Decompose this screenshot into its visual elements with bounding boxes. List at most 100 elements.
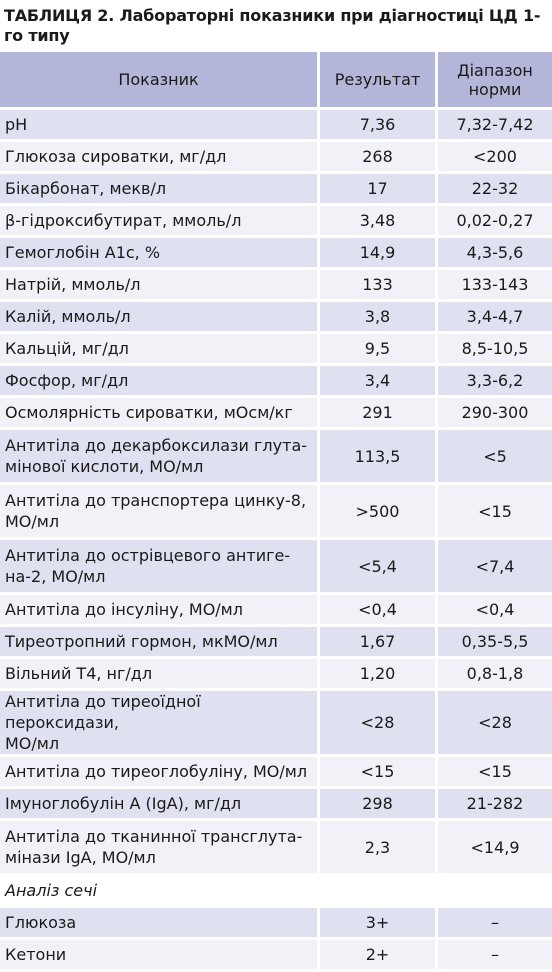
table-row: Антитіла до тканинної трансглута-мінази … [0,821,552,876]
table-body: pH 7,36 7,32-7,42 Глюкоза сироватки, мг/дл 2… [0,110,552,972]
range-cell: 0,8-1,8 [435,659,552,691]
table-row: Вільний Т4, нг/дл 1,20 0,8-1,8 [0,659,552,691]
indicator-line: Імуноглобулін А (IgA), мг/дл [5,794,242,813]
table-row: Тиреотропний гормон, мкМО/мл 1,67 0,35-5,5 [0,627,552,659]
table-row: Кальцій, мг/дл 9,5 8,5-10,5 [0,334,552,366]
range-cell: 7,32-7,42 [435,110,552,142]
table-row: Глюкоза сироватки, мг/дл 268 <200 [0,142,552,174]
result-cell: 17 [317,174,435,206]
result-cell: >500 [317,485,435,540]
result-cell: 2,3 [317,821,435,876]
indicator-line: Натрій, ммоль/л [5,275,141,294]
range-cell: 22-32 [435,174,552,206]
indicator-cell: Гемоглобін А1с, % [0,238,317,270]
table-row: Гемоглобін А1с, % 14,9 4,3-5,6 [0,238,552,270]
result-cell: 2+ [317,940,435,972]
indicator-cell: Калій, ммоль/л [0,302,317,334]
header-range-line1: Діапазон [457,60,533,80]
table-row: Антитіла до інсуліну, МО/мл <0,4 <0,4 [0,595,552,627]
indicator-cell: Осмолярність сироватки, мОсм/кг [0,398,317,430]
range-cell: 0,02-0,27 [435,206,552,238]
table-row: β-гідроксибутират, ммоль/л 3,48 0,02-0,27 [0,206,552,238]
result-cell: <0,4 [317,595,435,627]
indicator-line: мінази IgA, МО/мл [5,848,156,867]
indicator-cell: Антитіла до інсуліну, МО/мл [0,595,317,627]
indicator-line: pH [5,115,28,134]
result-cell: 3,48 [317,206,435,238]
result-cell: 14,9 [317,238,435,270]
result-cell: 7,36 [317,110,435,142]
range-cell: 4,3-5,6 [435,238,552,270]
indicator-cell: Антитіла до декарбоксилази глута-мінової… [0,430,317,485]
indicator-line: Антитіла до тканинної трансглута- [5,827,303,846]
range-cell: 21-282 [435,789,552,821]
range-cell: <15 [435,485,552,540]
indicator-cell: Антитіла до тиреоїдної пероксидази, МО/мл [0,691,317,757]
indicator-line: Антитіла до тиреоїдної пероксидази, [5,692,201,732]
lab-table: Показник Результат Діапазон норми pH 7,36… [0,52,552,972]
range-cell: <200 [435,142,552,174]
result-cell: 268 [317,142,435,174]
indicator-line: Гемоглобін А1с, % [5,243,161,262]
result-cell: 133 [317,270,435,302]
indicator-line: Фосфор, мг/дл [5,371,129,390]
indicator-cell: Антитіла до острівцевого антиге-на-2, МО… [0,540,317,595]
indicator-cell: Натрій, ммоль/л [0,270,317,302]
table-title: ТАБЛИЦЯ 2. Лабораторні показники при діа… [4,6,541,45]
indicator-cell: Антитіла до тканинної трансглута-мінази … [0,821,317,876]
indicator-line: Калій, ммоль/л [5,307,131,326]
indicator-line: β-гідроксибутират, ммоль/л [5,211,242,230]
range-cell: 290-300 [435,398,552,430]
indicator-line: МО/мл [5,734,60,753]
indicator-cell: Кальцій, мг/дл [0,334,317,366]
table-row: Антитіла до тиреоглобуліну, МО/мл <15 <15 [0,757,552,789]
range-cell: 133-143 [435,270,552,302]
result-cell: <28 [317,691,435,757]
indicator-line: Антитіла до транспортера цинку-8, [5,491,307,510]
range-cell: <0,4 [435,595,552,627]
range-cell: <7,4 [435,540,552,595]
indicator-cell: Вільний Т4, нг/дл [0,659,317,691]
indicator-line: мінової кислоти, МО/мл [5,457,204,476]
indicator-line: Антитіла до інсуліну, МО/мл [5,600,243,619]
section-label: Аналіз сечі [0,876,552,908]
range-cell: – [435,908,552,940]
result-cell: <5,4 [317,540,435,595]
range-cell: 8,5-10,5 [435,334,552,366]
indicator-line: Вільний Т4, нг/дл [5,664,153,683]
table-row: Осмолярність сироватки, мОсм/кг 291 290-30… [0,398,552,430]
table-row: Антитіла до транспортера цинку-8, МО/мл >5… [0,485,552,540]
indicator-cell: Бікарбонат, мекв/л [0,174,317,206]
header-indicator: Показник [0,52,317,110]
indicator-line: Кальцій, мг/дл [5,339,129,358]
table-row: Антитіла до острівцевого антиге-на-2, МО… [0,540,552,595]
range-cell: 3,4-4,7 [435,302,552,334]
indicator-line: Антитіла до тиреоглобуліну, МО/мл [5,762,308,781]
result-cell: 298 [317,789,435,821]
indicator-line: МО/мл [5,512,60,531]
table-row: Глюкоза 3+ – [0,908,552,940]
indicator-cell: Тиреотропний гормон, мкМО/мл [0,627,317,659]
range-cell: 0,35-5,5 [435,627,552,659]
table-row: pH 7,36 7,32-7,42 [0,110,552,142]
indicator-line: Антитіла до острівцевого антиге- [5,546,291,565]
indicator-line: Осмолярність сироватки, мОсм/кг [5,403,293,422]
indicator-cell: Антитіла до транспортера цинку-8, МО/мл [0,485,317,540]
indicator-cell: Глюкоза сироватки, мг/дл [0,142,317,174]
range-cell: <15 [435,757,552,789]
table-row: Натрій, ммоль/л 133 133-143 [0,270,552,302]
range-cell: <14,9 [435,821,552,876]
indicator-line: Бікарбонат, мекв/л [5,179,167,198]
result-cell: 3,4 [317,366,435,398]
result-cell: 1,20 [317,659,435,691]
indicator-line: Тиреотропний гормон, мкМО/мл [5,632,278,651]
result-cell: 3+ [317,908,435,940]
result-cell: 113,5 [317,430,435,485]
indicator-line: Кетони [5,945,67,964]
indicator-cell: Імуноглобулін А (IgA), мг/дл [0,789,317,821]
header-range: Діапазон норми [435,52,552,110]
section-row: Аналіз сечі [0,876,552,908]
range-cell: <28 [435,691,552,757]
indicator-line: Глюкоза [5,913,77,932]
table-row: Антитіла до тиреоїдної пероксидази, МО/мл… [0,691,552,757]
